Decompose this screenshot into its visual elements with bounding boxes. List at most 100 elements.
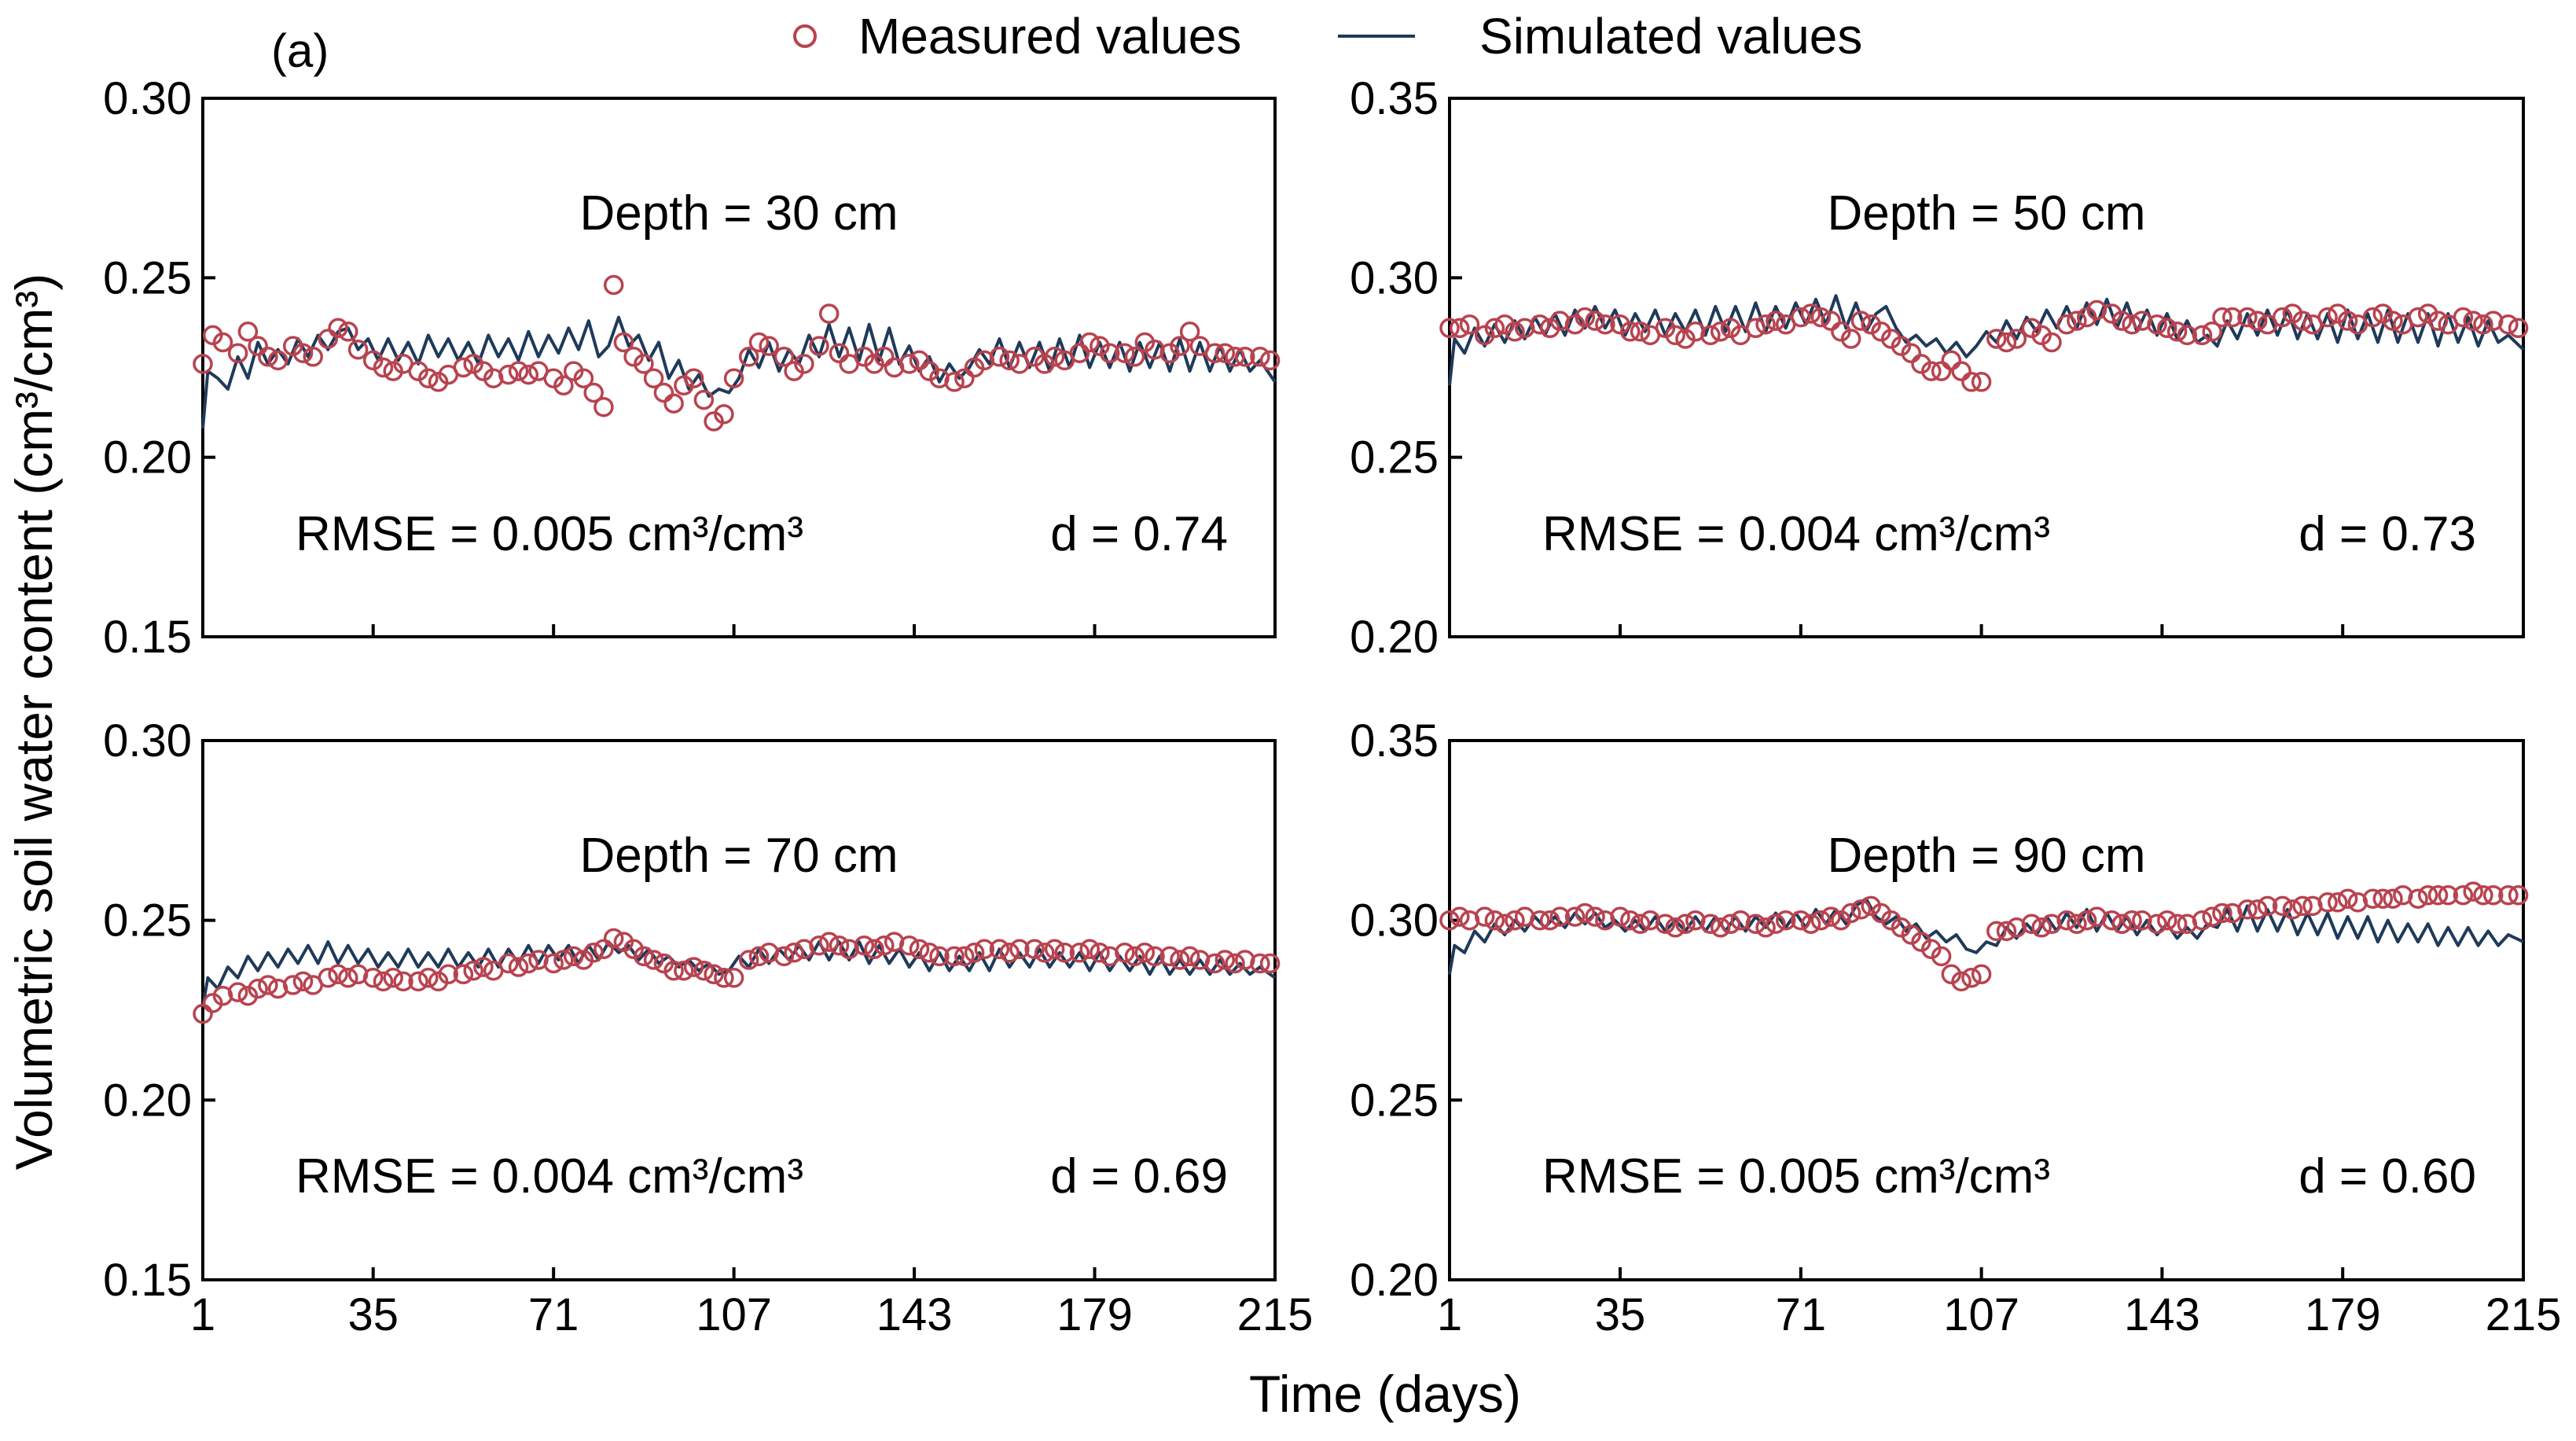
measured-point bbox=[1009, 939, 1030, 960]
measured-point bbox=[2157, 910, 2177, 931]
rmse-label: RMSE = 0.005 cm³/cm³ bbox=[296, 507, 803, 561]
measured-point bbox=[237, 322, 259, 342]
measured-point bbox=[1090, 943, 1110, 963]
measured-point bbox=[408, 971, 428, 992]
measured-point bbox=[2111, 311, 2133, 331]
measured-point bbox=[2317, 307, 2338, 328]
measured-point bbox=[818, 303, 840, 324]
depth-label: Depth = 90 cm bbox=[1828, 829, 2146, 883]
measured-point bbox=[748, 946, 770, 967]
measured-point bbox=[2438, 884, 2459, 906]
measured-point bbox=[553, 375, 574, 396]
measured-point bbox=[2408, 888, 2428, 909]
measured-point bbox=[723, 368, 744, 388]
measured-point bbox=[1145, 946, 1165, 967]
measured-point bbox=[989, 939, 1010, 960]
measured-point bbox=[1170, 336, 1190, 356]
measured-point bbox=[2147, 913, 2167, 934]
measured-point bbox=[683, 368, 704, 388]
measured-point bbox=[1775, 910, 1796, 931]
measured-point bbox=[1620, 322, 1641, 342]
measured-point bbox=[2041, 332, 2062, 353]
measured-point bbox=[1179, 946, 1200, 967]
measured-point bbox=[2508, 884, 2529, 906]
measured-point bbox=[593, 939, 614, 960]
measured-point bbox=[809, 935, 829, 956]
y-tick-label: 0.35 bbox=[1350, 715, 1439, 766]
measured-point bbox=[1745, 913, 1766, 934]
measured-point bbox=[1766, 311, 1786, 331]
measured-point bbox=[563, 946, 584, 967]
measured-point bbox=[1549, 906, 1571, 927]
measured-point bbox=[543, 368, 564, 388]
measured-point bbox=[1115, 943, 1135, 963]
measured-point bbox=[683, 957, 704, 977]
measured-point bbox=[2031, 917, 2052, 938]
measured-point bbox=[909, 939, 930, 960]
measured-point bbox=[2237, 307, 2258, 328]
measured-point bbox=[2427, 884, 2449, 906]
measured-point bbox=[438, 964, 459, 985]
measured-point bbox=[498, 953, 519, 974]
measured-point bbox=[2498, 314, 2519, 335]
measured-point bbox=[1986, 329, 2007, 349]
measured-point bbox=[2111, 913, 2133, 934]
measured-point bbox=[1585, 311, 1605, 331]
measured-point bbox=[809, 336, 829, 356]
measured-point bbox=[1700, 325, 1721, 346]
plot-frame bbox=[1448, 97, 2525, 638]
measured-point bbox=[704, 964, 724, 985]
measured-point bbox=[613, 332, 634, 353]
measured-point bbox=[1986, 921, 2007, 942]
measured-point bbox=[748, 332, 770, 353]
measured-point bbox=[1225, 347, 1245, 367]
measured-point bbox=[774, 946, 795, 967]
measured-point bbox=[2337, 888, 2358, 909]
measured-point bbox=[583, 382, 604, 403]
measured-point bbox=[1225, 953, 1245, 974]
y-tick-label: 0.25 bbox=[103, 895, 192, 947]
measured-point bbox=[2362, 888, 2383, 909]
measured-point bbox=[292, 971, 314, 992]
measured-point bbox=[2212, 902, 2232, 924]
x-tick-label: 143 bbox=[876, 1289, 953, 1340]
measured-point bbox=[2192, 910, 2213, 931]
measured-point bbox=[2192, 325, 2213, 346]
measured-point bbox=[553, 950, 574, 970]
measured-point bbox=[2257, 895, 2278, 917]
measured-point bbox=[1250, 953, 1270, 974]
measured-point bbox=[1996, 332, 2017, 353]
measured-point bbox=[1575, 902, 1596, 924]
y-tick-label: 0.30 bbox=[103, 73, 192, 124]
x-tick-label: 107 bbox=[1943, 1289, 2019, 1340]
measured-point bbox=[1610, 906, 1630, 927]
measured-point bbox=[2482, 884, 2504, 906]
measured-point bbox=[543, 953, 564, 974]
y-axis-title: Volumetric soil water content (cm³/cm³) bbox=[5, 274, 63, 1171]
measured-point bbox=[759, 336, 779, 356]
measured-point bbox=[593, 396, 614, 417]
measured-point bbox=[829, 343, 850, 363]
measured-point bbox=[2473, 314, 2493, 335]
measured-point bbox=[1439, 910, 1460, 931]
measured-point bbox=[338, 968, 358, 988]
measured-point bbox=[1585, 906, 1605, 927]
measured-point bbox=[2122, 314, 2142, 335]
measured-point bbox=[227, 343, 248, 363]
measured-point bbox=[1800, 303, 1821, 324]
x-tick-label: 215 bbox=[2486, 1289, 2562, 1340]
measured-point bbox=[2272, 895, 2293, 917]
measured-point bbox=[2041, 913, 2062, 934]
measured-point bbox=[2498, 884, 2519, 906]
measured-point bbox=[2292, 895, 2313, 917]
d-statistic-label: d = 0.69 bbox=[1050, 1149, 1228, 1204]
measured-point bbox=[237, 985, 259, 1006]
x-tick-label: 35 bbox=[1595, 1289, 1646, 1340]
measured-point bbox=[2292, 311, 2313, 331]
measured-point bbox=[663, 960, 684, 981]
measured-point bbox=[1145, 339, 1165, 360]
measured-point bbox=[1961, 372, 1982, 392]
x-tick-label: 71 bbox=[1776, 1289, 1827, 1340]
simulated-series-line bbox=[1448, 897, 2524, 975]
